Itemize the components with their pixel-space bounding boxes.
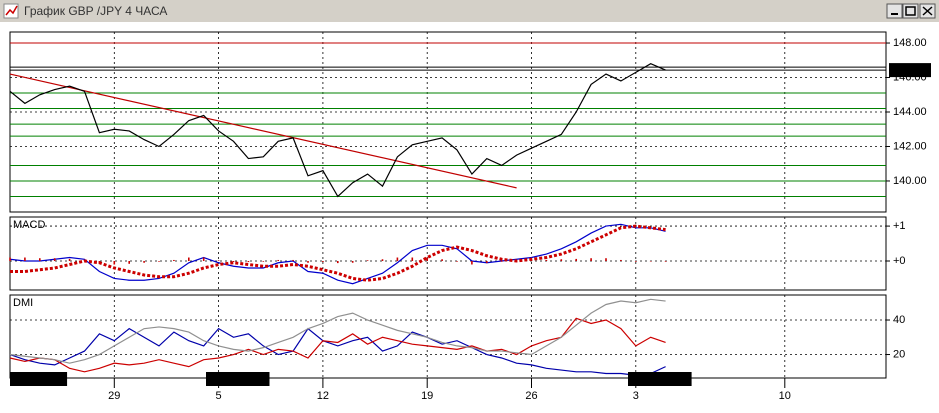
histogram-bar: [337, 261, 339, 264]
window-icon-line: [5, 5, 18, 16]
series-line: [9, 298, 666, 364]
last-price-box: [889, 63, 931, 78]
histogram-bar: [128, 261, 130, 264]
histogram-bar: [635, 261, 637, 262]
histogram-bar: [68, 258, 71, 262]
histogram-bar: [351, 261, 354, 263]
y-tick-label: 142.00: [893, 140, 927, 152]
signal-line: [10, 224, 666, 282]
histogram-bar: [53, 258, 56, 262]
month-label-box: [206, 372, 270, 386]
x-tick-label: 29: [108, 390, 120, 402]
histogram-bar: [649, 261, 652, 262]
title-bar: [0, 0, 939, 22]
histogram-bar: [411, 257, 414, 262]
window-title: График GBP /JPY 4 ЧАСА: [24, 4, 167, 18]
histogram-bar: [396, 257, 399, 262]
panel-label: DMI: [13, 297, 33, 309]
histogram-bar: [9, 257, 11, 262]
y-tick-label: 140.00: [893, 175, 927, 187]
histogram-bar: [605, 258, 607, 262]
histogram-bar: [292, 259, 294, 262]
histogram-bar: [620, 259, 622, 262]
histogram-bar: [471, 261, 473, 265]
histogram-bar: [188, 257, 190, 262]
histogram-bar: [575, 258, 577, 262]
month-label: Май 2017: [14, 373, 63, 385]
series-line: [9, 327, 666, 376]
histogram-bar: [113, 261, 116, 265]
maximize-icon: [905, 6, 916, 16]
panel-frame: [9, 216, 887, 291]
histogram-bar: [441, 259, 443, 262]
histogram-bar: [590, 258, 592, 262]
panel-frame: [9, 294, 887, 379]
histogram-bar: [247, 261, 250, 263]
series-line: [9, 223, 666, 285]
y-tick-label: +0: [893, 255, 906, 267]
y-tick-label: +1: [893, 220, 906, 232]
x-tick-label: 12: [317, 390, 329, 402]
histogram-bar: [366, 260, 369, 262]
y-tick-label: 20: [893, 348, 905, 360]
histogram-bar: [277, 259, 279, 262]
histogram-bar: [456, 261, 458, 262]
histogram-bar: [307, 261, 309, 263]
histogram-bar: [500, 261, 503, 262]
histogram-bar: [24, 257, 26, 262]
x-tick-label: 3: [633, 390, 639, 402]
series-line: [9, 317, 666, 373]
histogram-bar: [173, 259, 175, 262]
panel-frame: [9, 31, 887, 213]
month-label-box: [10, 372, 68, 386]
histogram-bar: [426, 257, 428, 262]
month-label-box: [628, 372, 692, 386]
y-tick-label: 40: [893, 314, 905, 326]
x-tick-label: 19: [421, 390, 433, 402]
histogram-bar: [486, 261, 488, 264]
histogram-bar: [530, 260, 533, 262]
histogram-bar: [202, 257, 205, 262]
histogram-bar: [515, 260, 518, 262]
month-label: Июнь 2017: [210, 373, 266, 385]
histogram-bar: [262, 261, 265, 262]
close-icon: [922, 6, 933, 16]
histogram-bar: [232, 261, 235, 263]
x-tick-label: 10: [779, 390, 791, 402]
histogram-bar: [143, 261, 145, 263]
histogram-bar: [39, 258, 41, 262]
histogram-bar: [98, 261, 101, 264]
histogram-bar: [560, 259, 563, 262]
histogram-bar: [217, 260, 220, 262]
histogram-bar: [381, 259, 384, 262]
series-line: [9, 63, 666, 198]
trend-line: [9, 73, 517, 189]
panel-label: MACD: [13, 219, 45, 231]
x-tick-label: 5: [216, 390, 222, 402]
minimize-button[interactable]: [886, 3, 903, 19]
month-label: Июль 2017: [632, 373, 688, 385]
last-price-label: 146.43: [892, 64, 926, 76]
histogram-bar: [83, 260, 86, 262]
histogram-bar: [322, 261, 324, 263]
x-tick-label: 26: [525, 390, 537, 402]
y-tick-label: 148.00: [893, 37, 927, 49]
histogram-bar: [158, 261, 160, 262]
y-tick-label: 144.00: [893, 106, 927, 118]
histogram-bar: [664, 261, 667, 262]
histogram-bar: [545, 259, 548, 262]
window-buttons[interactable]: [886, 3, 936, 19]
